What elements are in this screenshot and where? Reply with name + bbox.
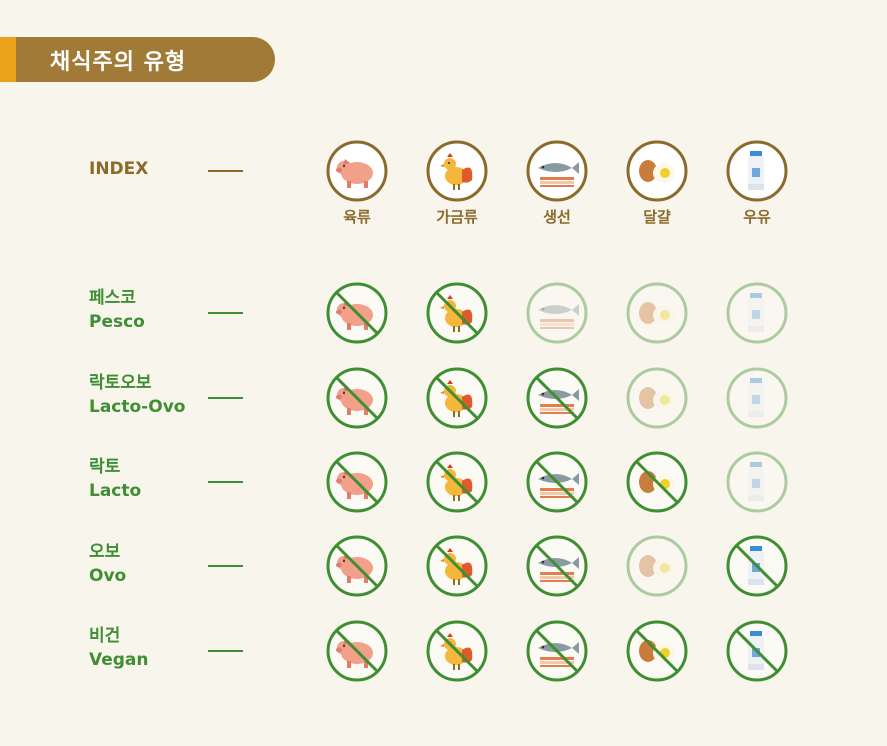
- row-label: 락토 Lacto: [89, 455, 141, 503]
- pig-icon: [326, 451, 388, 513]
- row-label-en: Lacto: [89, 481, 142, 501]
- pig-icon: [326, 140, 388, 202]
- row-label-en: Pesco: [89, 312, 145, 332]
- milk-icon: [726, 451, 788, 513]
- row-label-ko: 오보: [89, 542, 121, 562]
- pig-icon: [326, 535, 388, 597]
- row-label-en: Ovo: [89, 566, 127, 586]
- category-caption: 육류: [343, 208, 371, 226]
- fish-icon: [526, 535, 588, 597]
- chicken-icon: [426, 451, 488, 513]
- milk-icon: [726, 282, 788, 344]
- row-dash: [208, 650, 243, 652]
- milk-icon: [726, 367, 788, 429]
- milk-icon: [726, 140, 788, 202]
- milk-icon: [726, 535, 788, 597]
- index-label: INDEX: [89, 157, 148, 181]
- fish-icon: [526, 451, 588, 513]
- category-caption: 달걀: [643, 208, 671, 226]
- egg-icon: [626, 367, 688, 429]
- row-label-ko: 락토오보: [89, 373, 152, 393]
- row-label-ko: 페스코: [89, 288, 136, 308]
- egg-icon: [626, 140, 688, 202]
- chicken-icon: [426, 282, 488, 344]
- row-label: 오보 Ovo: [89, 540, 126, 588]
- row-label: 비건 Vegan: [89, 624, 149, 672]
- row-dash: [208, 312, 243, 314]
- row-dash: [208, 565, 243, 567]
- index-dash: [208, 170, 243, 172]
- header-accent-bar: [0, 37, 16, 82]
- row-label-ko: 락토: [89, 457, 121, 477]
- pig-icon: [326, 620, 388, 682]
- egg-icon: [626, 451, 688, 513]
- chicken-icon: [426, 140, 488, 202]
- row-dash: [208, 481, 243, 483]
- category-caption: 우유: [743, 208, 771, 226]
- fish-icon: [526, 140, 588, 202]
- row-label-ko: 비건: [89, 626, 121, 646]
- pig-icon: [326, 367, 388, 429]
- egg-icon: [626, 282, 688, 344]
- fish-icon: [526, 367, 588, 429]
- title-banner: 채식주의 유형: [16, 37, 275, 82]
- row-label-en: Vegan: [89, 650, 149, 670]
- fish-icon: [526, 620, 588, 682]
- fish-icon: [526, 282, 588, 344]
- egg-icon: [626, 620, 688, 682]
- chicken-icon: [426, 367, 488, 429]
- category-caption: 가금류: [436, 208, 478, 226]
- milk-icon: [726, 620, 788, 682]
- page-title: 채식주의 유형: [50, 49, 187, 75]
- pig-icon: [326, 282, 388, 344]
- index-label-text: INDEX: [89, 159, 149, 179]
- chicken-icon: [426, 620, 488, 682]
- row-dash: [208, 397, 243, 399]
- row-label-en: Lacto-Ovo: [89, 397, 186, 417]
- category-caption: 생선: [543, 208, 571, 226]
- chicken-icon: [426, 535, 488, 597]
- egg-icon: [626, 535, 688, 597]
- row-label: 락토오보 Lacto-Ovo: [89, 371, 185, 419]
- row-label: 페스코 Pesco: [89, 286, 145, 334]
